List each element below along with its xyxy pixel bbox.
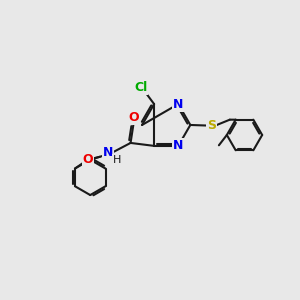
Text: N: N <box>173 140 184 152</box>
Text: Cl: Cl <box>134 81 148 94</box>
Text: S: S <box>207 119 216 132</box>
Text: O: O <box>83 153 94 166</box>
Text: N: N <box>173 98 184 111</box>
Text: H: H <box>113 155 122 165</box>
Text: O: O <box>128 111 139 124</box>
Text: N: N <box>103 146 113 159</box>
